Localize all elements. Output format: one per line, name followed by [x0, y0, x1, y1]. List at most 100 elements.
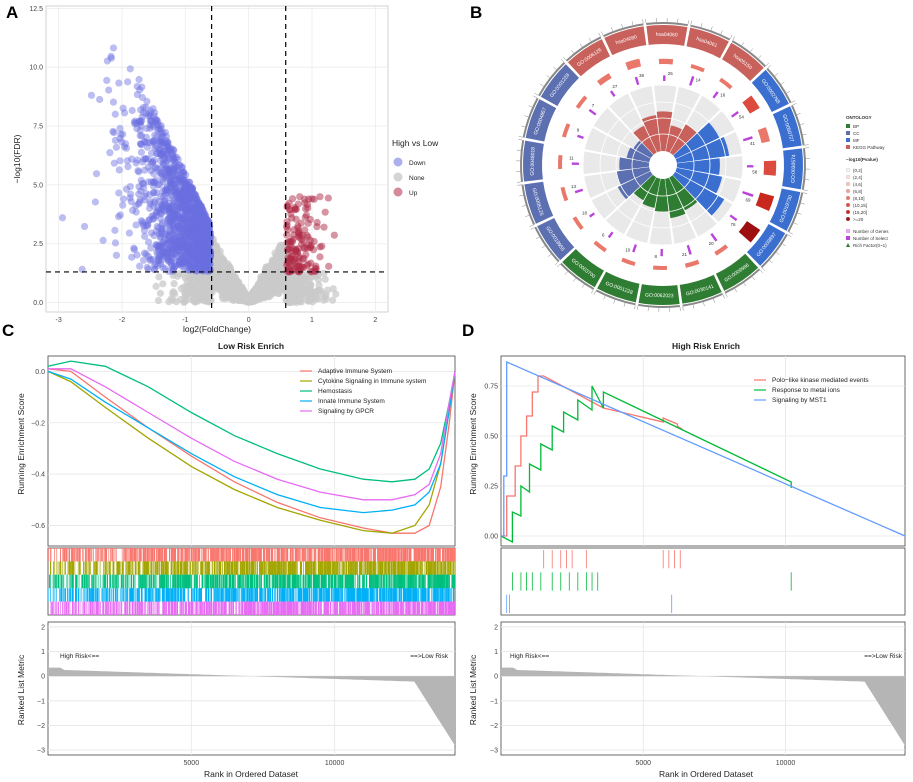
volcano-point-none [329, 285, 337, 293]
volcano-point-down [174, 209, 182, 217]
panel-label-a: A [6, 3, 18, 22]
volcano-point-down [156, 234, 165, 242]
volcano-point-down [167, 179, 175, 187]
circle-tick [562, 56, 567, 61]
circle-tick [741, 42, 745, 46]
volcano-point-down [109, 98, 118, 106]
volcano-point-down [128, 253, 136, 261]
circle-tick [787, 234, 792, 237]
volcano-point-none [189, 286, 198, 294]
pvalue-legend-title: −log10(Pvalue) [846, 157, 878, 162]
volcano-point-down [203, 252, 211, 261]
volcano-point-down [119, 130, 127, 138]
volcano-point-up [321, 208, 329, 216]
volcano-point-down [106, 149, 114, 157]
circle-tick [588, 37, 592, 42]
volcano-point-down [127, 197, 135, 206]
circle-tick [802, 133, 807, 136]
volcano-point-none [289, 298, 297, 306]
volcano-point-down [149, 202, 158, 210]
volcano-point-down [109, 44, 118, 52]
volcano-point-down [185, 178, 193, 186]
volcano-point-none [260, 274, 269, 282]
volcano-point-down [149, 123, 157, 131]
volcano-x-tick: 0 [247, 317, 251, 324]
rank-y-tick: 1 [41, 649, 45, 656]
circle-gene-bar [572, 216, 584, 230]
circle-tick [547, 254, 552, 257]
volcano-legend: High vs Low Down None Up [392, 138, 439, 197]
volcano-point-none [320, 296, 328, 304]
circle-gene-bar [652, 265, 668, 271]
ontology-mf-label: MF [853, 138, 860, 143]
circle-tick [591, 289, 594, 294]
volcano-point-down [151, 109, 159, 117]
circle-select-bar [632, 244, 637, 253]
volcano-point-none [183, 288, 191, 297]
volcano-point-down [165, 209, 173, 217]
rank-y-tick: −2 [37, 723, 45, 730]
volcano-point-none [183, 296, 191, 304]
volcano-point-down [169, 149, 177, 158]
volcano-point-up [300, 195, 309, 203]
circle-tick [521, 205, 526, 207]
volcano-point-up [316, 253, 324, 261]
circle-term-label: hsa04060 [656, 32, 678, 39]
volcano-point-down [164, 166, 172, 174]
volcano-points [58, 44, 340, 307]
circle-select-label: 54 [739, 114, 745, 119]
volcano-point-down [137, 148, 146, 156]
volcano-point-down [112, 251, 121, 259]
go-circle-plot: GO:000612627hsa0408038hsa0406025hsa04061… [516, 18, 810, 312]
volcano-point-down [134, 200, 143, 208]
volcano-point-down [96, 95, 104, 104]
circle-select-label: 10 [625, 248, 631, 253]
circle-tick [553, 66, 557, 70]
volcano-point-down [200, 215, 208, 223]
pvalue-legend-swatch [845, 202, 851, 208]
volcano-legend-title: High vs Low [392, 138, 439, 148]
go-circle-legend: ONTOLOGY BP CC MF KEGG Pathway −log10(Pv… [845, 115, 889, 248]
circle-tick [765, 62, 770, 66]
circle-gene-bar [738, 221, 761, 243]
circle-select-label: 18 [582, 211, 588, 216]
volcano-point-none [172, 298, 180, 306]
volcano-point-up [285, 260, 293, 268]
circle-tick [774, 73, 779, 76]
volcano-point-down [137, 106, 145, 114]
volcano-point-up [294, 200, 302, 208]
volcano-point-down [91, 198, 99, 206]
volcano-point-down [138, 179, 147, 187]
volcano-point-down [105, 86, 113, 94]
volcano-x-tick: 2 [373, 317, 377, 324]
circle-tick [734, 288, 738, 293]
circle-tick [786, 90, 791, 94]
volcano-point-down [182, 250, 190, 258]
volcano-point-down [189, 232, 197, 240]
volcano-point-down [119, 201, 127, 209]
circle-tick [758, 55, 762, 59]
circle-tick [525, 215, 530, 217]
volcano-point-up [291, 265, 299, 273]
volcano-point-none [317, 289, 326, 297]
volcano-point-down [115, 189, 123, 197]
circle-tick [528, 105, 533, 108]
volcano-point-down [203, 238, 212, 246]
volcano-point-up [299, 255, 307, 264]
rank-y-tick: −1 [37, 698, 45, 705]
volcano-point-down [163, 239, 171, 248]
pvalue-legend-items: (0,2](2,4](4,6](6,8](8,10](10,15](15,20]… [845, 167, 867, 222]
circle-gene-bar [561, 123, 571, 138]
volcano-point-down [126, 182, 134, 191]
circle-select-bar [571, 162, 580, 165]
rank-x-tick: 10000 [325, 760, 345, 767]
circle-gene-bar [755, 192, 775, 212]
volcano-point-down [120, 109, 129, 117]
volcano-point-none [155, 273, 163, 281]
circle-select-label: 20 [709, 241, 715, 246]
select-legend-label: Number of Select [853, 236, 889, 241]
volcano-point-none [321, 275, 329, 283]
circle-tick [722, 294, 725, 299]
volcano-point-none [214, 274, 222, 282]
circle-select-bar [729, 214, 738, 222]
